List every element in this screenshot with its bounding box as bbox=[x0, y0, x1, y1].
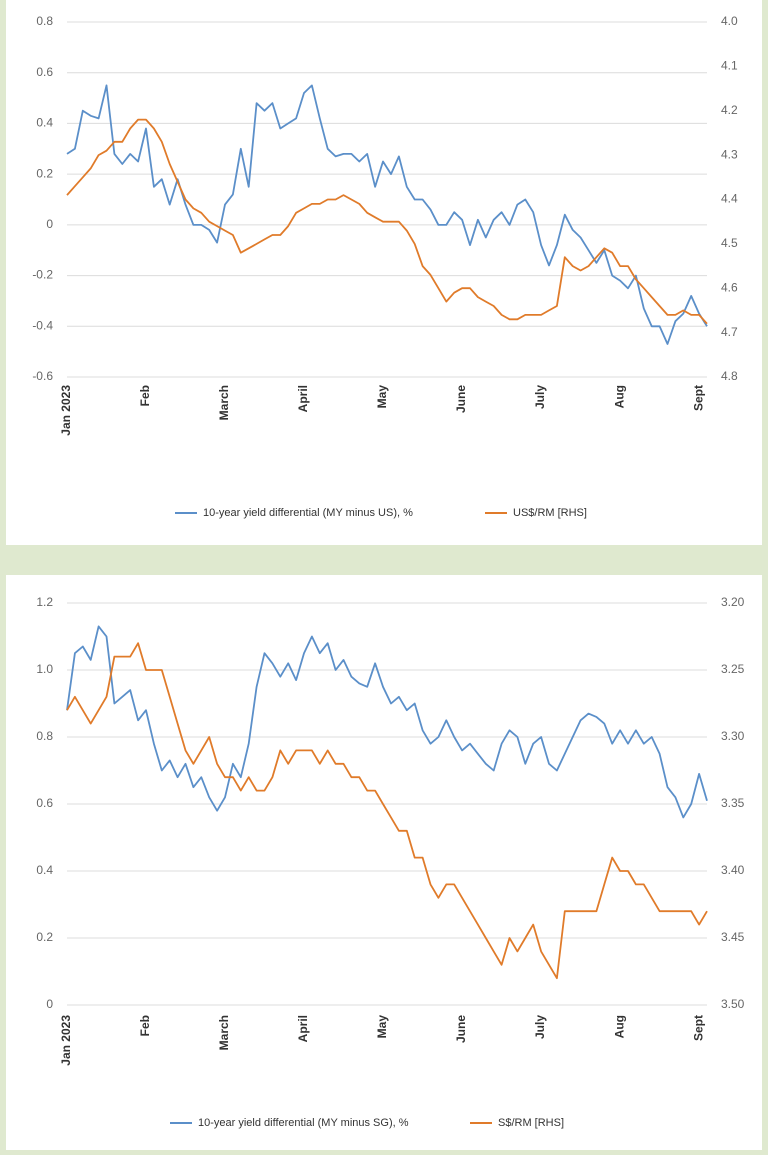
y-tick-label: 0 bbox=[46, 217, 53, 231]
x-tick-label: Jan 2023 bbox=[59, 1015, 73, 1066]
y2-tick-label: 4.8 bbox=[721, 369, 738, 383]
y2-tick-label: 4.6 bbox=[721, 280, 738, 294]
x-tick-label: March bbox=[217, 385, 231, 420]
x-tick-label: July bbox=[533, 1015, 547, 1039]
y-tick-label: 0 bbox=[46, 997, 53, 1011]
y-tick-label: 0.6 bbox=[36, 65, 53, 79]
y-tick-label: 0.6 bbox=[36, 796, 53, 810]
legend-label: 10-year yield differential (MY minus US)… bbox=[203, 507, 413, 519]
y2-tick-label: 4.3 bbox=[721, 147, 738, 161]
y2-tick-label: 3.50 bbox=[721, 997, 745, 1011]
y-tick-label: 1.2 bbox=[36, 595, 53, 609]
y2-tick-label: 4.2 bbox=[721, 103, 738, 117]
legend-label: US$/RM [RHS] bbox=[513, 507, 587, 519]
series-line bbox=[66, 625, 708, 819]
y2-tick-label: 3.45 bbox=[721, 930, 745, 944]
x-tick-label: March bbox=[217, 1015, 231, 1050]
y-tick-label: 0.4 bbox=[36, 863, 53, 877]
x-tick-label: Feb bbox=[138, 385, 152, 406]
x-tick-label: Aug bbox=[612, 385, 626, 408]
legend-label: S$/RM [RHS] bbox=[498, 1117, 564, 1129]
y-tick-label: 0.8 bbox=[36, 14, 53, 28]
y2-tick-label: 4.4 bbox=[721, 192, 738, 206]
x-tick-label: May bbox=[375, 385, 389, 409]
series-line bbox=[66, 84, 708, 345]
y2-tick-label: 3.40 bbox=[721, 863, 745, 877]
y-tick-label: 1.0 bbox=[36, 662, 53, 676]
legend-label: 10-year yield differential (MY minus SG)… bbox=[198, 1117, 409, 1129]
x-tick-label: Sept bbox=[691, 385, 705, 411]
y-tick-label: 0.8 bbox=[36, 729, 53, 743]
y-tick-label: 0.4 bbox=[36, 116, 53, 130]
y2-tick-label: 3.25 bbox=[721, 662, 745, 676]
y2-tick-label: 4.5 bbox=[721, 236, 738, 250]
y2-tick-label: 4.1 bbox=[721, 59, 738, 73]
y2-tick-label: 3.35 bbox=[721, 796, 745, 810]
y2-tick-label: 4.7 bbox=[721, 325, 738, 339]
chart-panel: 0.8 0.6 0.4 0.2 0 -0.2 -0.4 -0.6 4.0 4.1 4.2 4.3 4.4… bbox=[6, 0, 762, 545]
y-tick-label: -0.2 bbox=[32, 268, 53, 282]
x-tick-label: Aug bbox=[612, 1015, 626, 1038]
y2-tick-label: 4.0 bbox=[721, 14, 738, 28]
series-line bbox=[66, 118, 708, 325]
series-line bbox=[66, 642, 708, 980]
x-tick-label: Feb bbox=[138, 1015, 152, 1036]
y-tick-label: -0.6 bbox=[32, 369, 53, 383]
x-tick-label: June bbox=[454, 1015, 468, 1043]
y2-tick-label: 3.20 bbox=[721, 595, 745, 609]
y-tick-label: 0.2 bbox=[36, 930, 53, 944]
x-tick-label: June bbox=[454, 385, 468, 413]
x-tick-label: Jan 2023 bbox=[59, 385, 73, 436]
chart-panel: 1.2 1.0 0.8 0.6 0.4 0.2 0 3.20 3.25 3.30 3.35 3.40 3… bbox=[6, 575, 762, 1150]
x-tick-label: April bbox=[296, 385, 310, 412]
x-tick-label: May bbox=[375, 1015, 389, 1039]
y2-tick-label: 3.30 bbox=[721, 729, 745, 743]
x-tick-label: April bbox=[296, 1015, 310, 1042]
y-tick-label: -0.4 bbox=[32, 318, 53, 332]
x-tick-label: Sept bbox=[691, 1015, 705, 1041]
x-tick-label: July bbox=[533, 385, 547, 409]
y-tick-label: 0.2 bbox=[36, 166, 53, 180]
